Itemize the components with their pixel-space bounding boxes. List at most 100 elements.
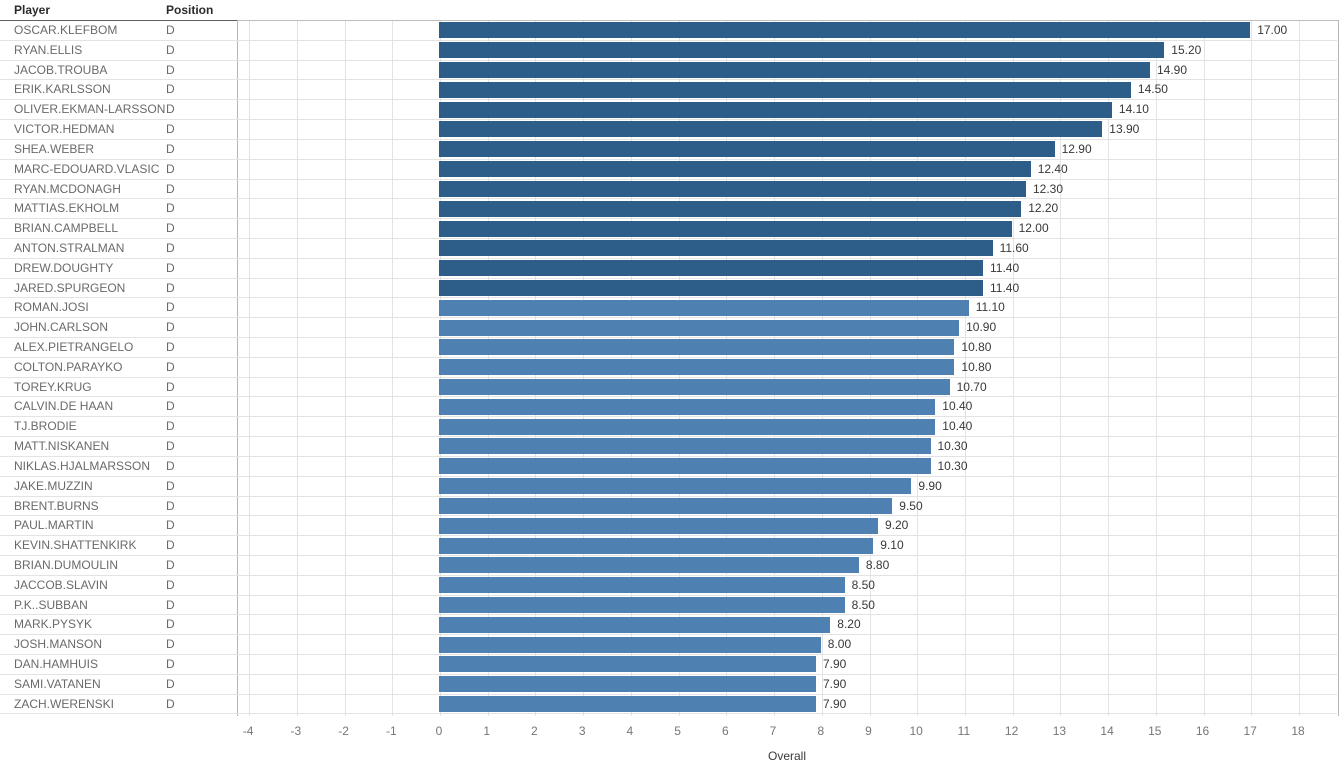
player-name[interactable]: ROMAN.JOSI bbox=[14, 300, 89, 315]
player-position[interactable]: D bbox=[166, 657, 175, 671]
player-position[interactable]: D bbox=[166, 161, 175, 176]
player-position[interactable]: D bbox=[166, 538, 175, 553]
player-position[interactable]: D bbox=[166, 240, 175, 255]
player-name[interactable]: MATT.NISKANEN bbox=[14, 439, 110, 454]
player-name[interactable]: PAUL.MARTIN bbox=[14, 518, 94, 533]
player-name[interactable]: TJ.BRODIE bbox=[14, 419, 77, 434]
player-position[interactable]: D bbox=[166, 62, 175, 77]
player-name[interactable]: OSCAR.KLEFBOM bbox=[14, 23, 118, 37]
player-name[interactable]: MATTIAS.EKHOLM bbox=[14, 201, 120, 216]
player-position[interactable]: D bbox=[166, 23, 175, 37]
player-name[interactable]: ANTON.STRALMAN bbox=[14, 240, 125, 255]
value-bar[interactable] bbox=[439, 161, 1031, 178]
player-position[interactable]: D bbox=[166, 102, 175, 117]
player-position[interactable]: D bbox=[166, 359, 175, 374]
value-bar[interactable] bbox=[439, 537, 874, 554]
value-bar[interactable] bbox=[439, 517, 878, 534]
player-position[interactable]: D bbox=[166, 676, 175, 691]
player-position[interactable]: D bbox=[166, 696, 175, 711]
value-bar[interactable] bbox=[439, 379, 950, 396]
player-name[interactable]: TOREY.KRUG bbox=[14, 379, 92, 394]
value-bar[interactable] bbox=[439, 299, 969, 316]
player-position[interactable]: D bbox=[166, 320, 175, 335]
value-bar[interactable] bbox=[439, 577, 845, 594]
player-name[interactable]: JACCOB.SLAVIN bbox=[14, 577, 108, 592]
position-column-header[interactable]: Position bbox=[166, 3, 214, 17]
player-position[interactable]: D bbox=[166, 280, 175, 295]
player-position[interactable]: D bbox=[166, 637, 175, 652]
value-bar[interactable] bbox=[439, 398, 936, 415]
player-name[interactable]: COLTON.PARAYKO bbox=[14, 359, 123, 374]
player-name[interactable]: KEVIN.SHATTENKIRK bbox=[14, 538, 137, 553]
player-position[interactable]: D bbox=[166, 42, 175, 57]
player-position[interactable]: D bbox=[166, 340, 175, 354]
value-bar[interactable] bbox=[439, 418, 936, 435]
value-bar[interactable] bbox=[439, 557, 859, 574]
value-bar[interactable] bbox=[439, 319, 960, 336]
player-position[interactable]: D bbox=[166, 518, 175, 533]
player-name[interactable]: JOSH.MANSON bbox=[14, 637, 103, 652]
player-position[interactable]: D bbox=[166, 300, 175, 315]
player-position[interactable]: D bbox=[166, 478, 175, 493]
value-bar[interactable] bbox=[439, 260, 983, 277]
player-position[interactable]: D bbox=[166, 419, 175, 434]
value-bar[interactable] bbox=[439, 180, 1026, 197]
player-name[interactable]: JAKE.MUZZIN bbox=[14, 478, 93, 493]
player-name[interactable]: NIKLAS.HJALMARSSON bbox=[14, 458, 151, 473]
value-bar[interactable] bbox=[439, 200, 1022, 217]
value-bar[interactable] bbox=[439, 339, 955, 356]
player-position[interactable]: D bbox=[166, 557, 175, 572]
value-bar[interactable] bbox=[439, 616, 831, 633]
player-name[interactable]: P.K..SUBBAN bbox=[14, 597, 88, 612]
player-name[interactable]: OLIVER.EKMAN-LARSSON bbox=[14, 102, 165, 117]
player-name[interactable]: DREW.DOUGHTY bbox=[14, 260, 114, 275]
player-position[interactable]: D bbox=[166, 181, 175, 196]
value-bar[interactable] bbox=[439, 497, 893, 514]
player-name[interactable]: ZACH.WERENSKI bbox=[14, 696, 115, 711]
player-position[interactable]: D bbox=[166, 577, 175, 592]
value-bar[interactable] bbox=[439, 596, 845, 613]
player-position[interactable]: D bbox=[166, 439, 175, 454]
value-bar[interactable] bbox=[439, 240, 993, 257]
player-position[interactable]: D bbox=[166, 201, 175, 216]
value-bar[interactable] bbox=[439, 81, 1131, 98]
value-bar[interactable] bbox=[439, 458, 931, 475]
player-position[interactable]: D bbox=[166, 458, 175, 473]
player-position[interactable]: D bbox=[166, 260, 175, 275]
player-name[interactable]: JACOB.TROUBA bbox=[14, 62, 108, 77]
value-bar[interactable] bbox=[439, 359, 955, 376]
player-name[interactable]: CALVIN.DE HAAN bbox=[14, 399, 114, 414]
value-bar[interactable] bbox=[439, 141, 1055, 158]
player-name[interactable]: VICTOR.HEDMAN bbox=[14, 122, 115, 137]
player-name[interactable]: ALEX.PIETRANGELO bbox=[14, 340, 134, 354]
player-name[interactable]: SAMI.VATANEN bbox=[14, 676, 101, 691]
value-bar[interactable] bbox=[439, 220, 1012, 237]
player-position[interactable]: D bbox=[166, 122, 175, 137]
player-name[interactable]: RYAN.MCDONAGH bbox=[14, 181, 121, 196]
player-position[interactable]: D bbox=[166, 498, 175, 513]
player-position[interactable]: D bbox=[166, 379, 175, 394]
player-name[interactable]: BRIAN.CAMPBELL bbox=[14, 221, 119, 236]
value-bar[interactable] bbox=[439, 636, 821, 653]
player-position[interactable]: D bbox=[166, 221, 175, 236]
player-name[interactable]: JOHN.CARLSON bbox=[14, 320, 109, 335]
value-bar[interactable] bbox=[439, 42, 1165, 59]
value-bar[interactable] bbox=[439, 121, 1103, 138]
value-bar[interactable] bbox=[439, 656, 816, 673]
player-name[interactable]: BRENT.BURNS bbox=[14, 498, 99, 513]
player-name[interactable]: RYAN.ELLIS bbox=[14, 42, 83, 57]
value-bar[interactable] bbox=[439, 101, 1112, 118]
player-position[interactable]: D bbox=[166, 617, 175, 632]
value-bar[interactable] bbox=[439, 279, 983, 296]
player-name[interactable]: JARED.SPURGEON bbox=[14, 280, 126, 295]
player-name[interactable]: SHEA.WEBER bbox=[14, 141, 95, 156]
player-position[interactable]: D bbox=[166, 82, 175, 97]
value-bar[interactable] bbox=[439, 438, 931, 455]
value-bar[interactable] bbox=[439, 696, 816, 713]
player-name[interactable]: DAN.HAMHUIS bbox=[14, 657, 99, 671]
player-name[interactable]: MARK.PYSYK bbox=[14, 617, 93, 632]
value-bar[interactable] bbox=[439, 676, 816, 693]
value-bar[interactable] bbox=[439, 62, 1150, 79]
player-position[interactable]: D bbox=[166, 597, 175, 612]
player-position[interactable]: D bbox=[166, 399, 175, 414]
